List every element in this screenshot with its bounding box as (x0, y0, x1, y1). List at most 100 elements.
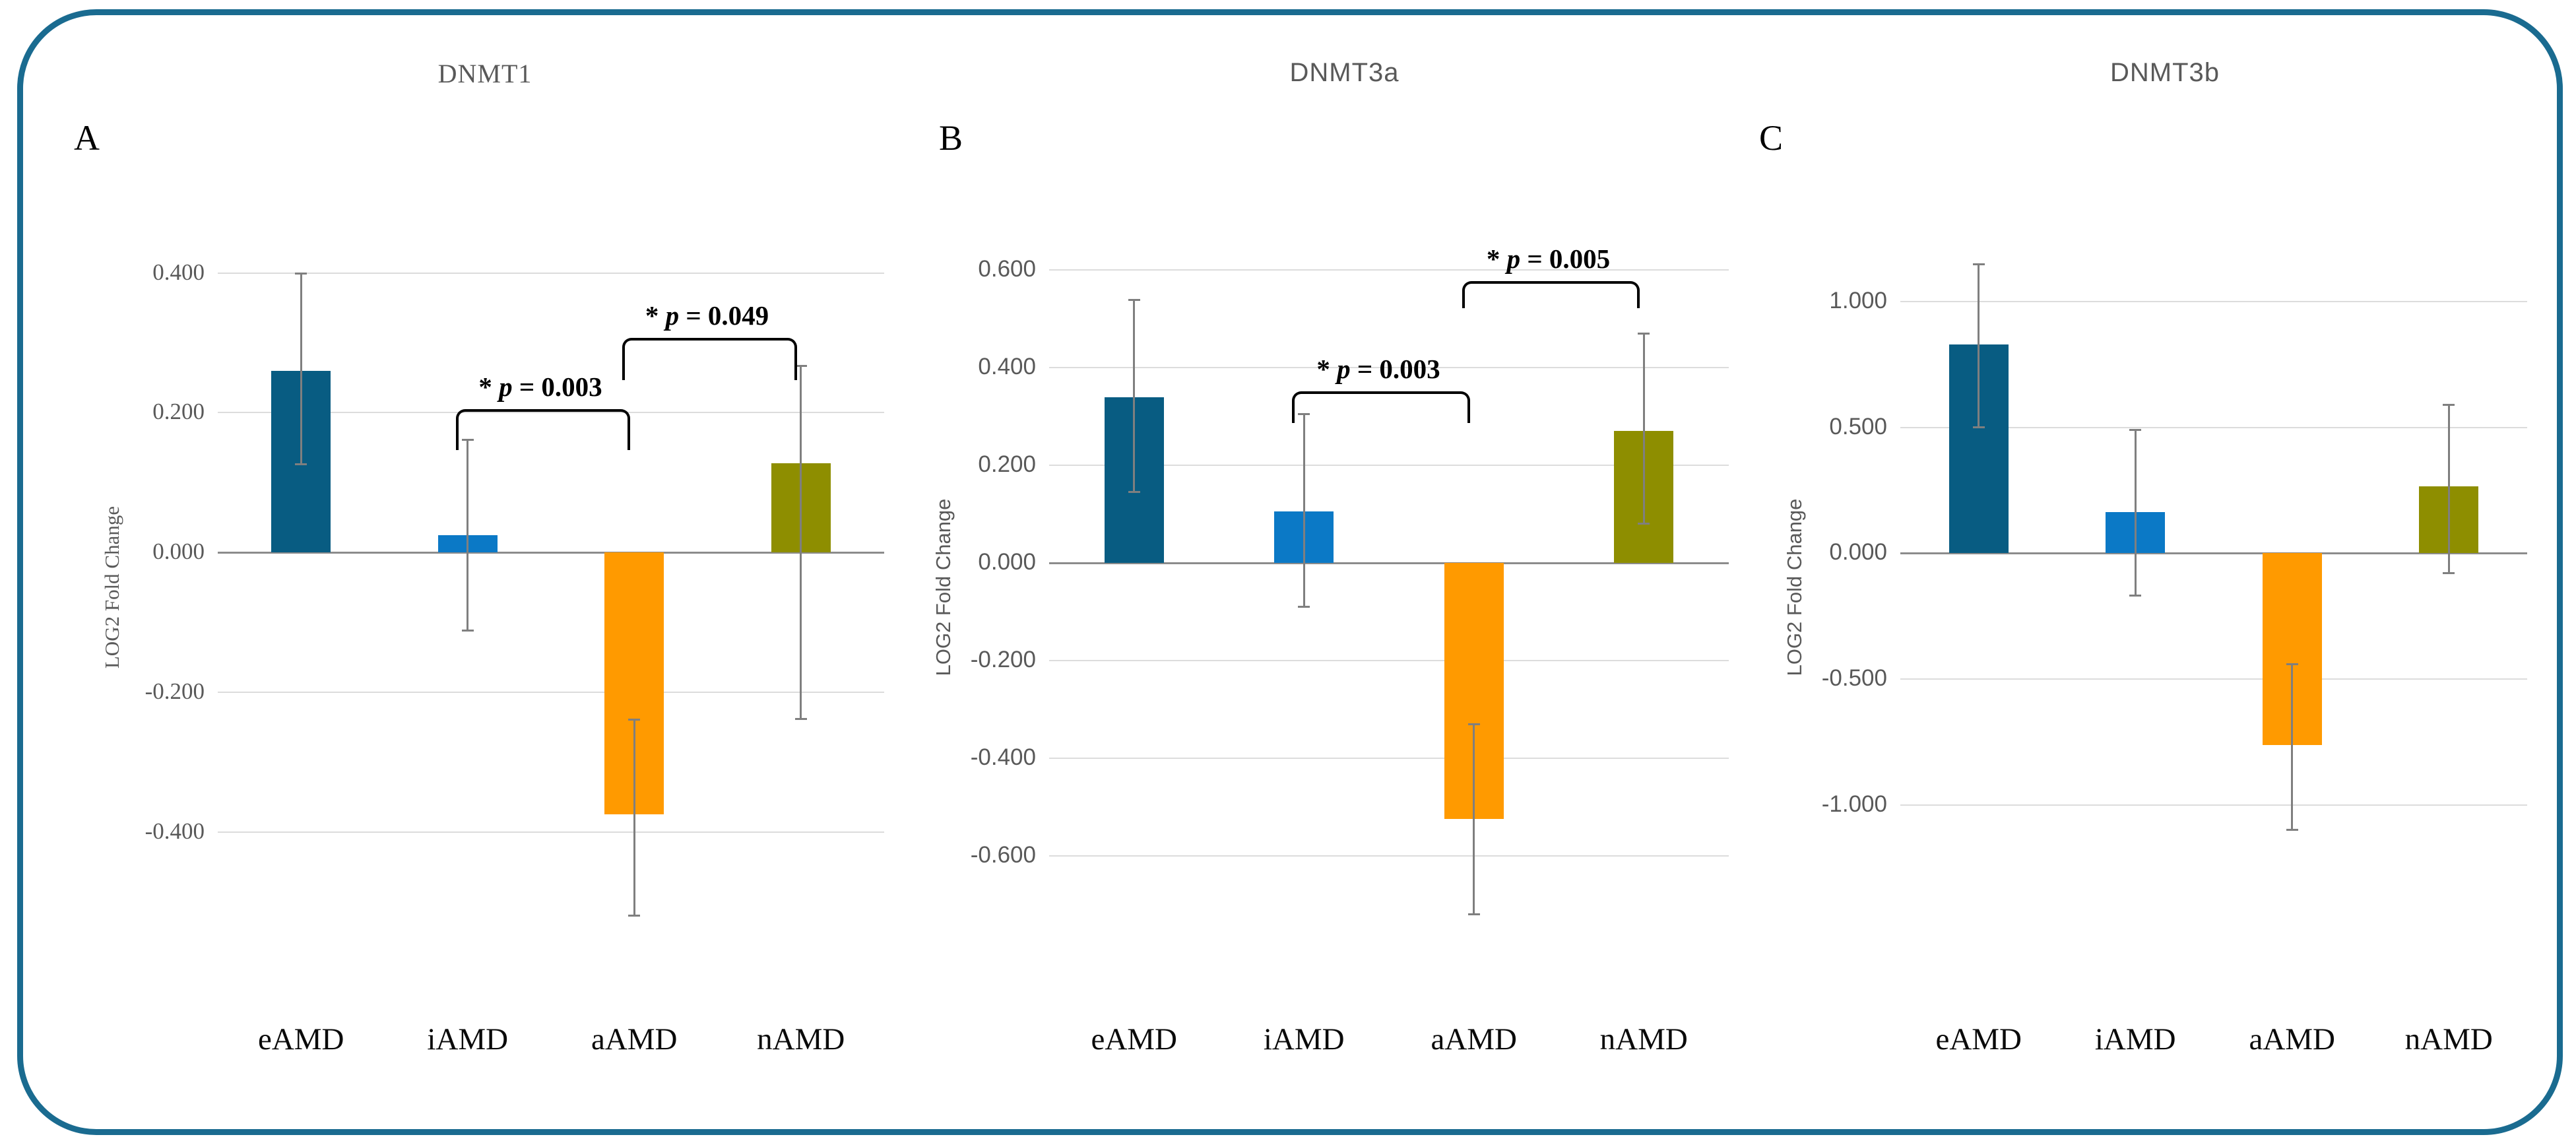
error-cap-top-iAMD (2129, 429, 2142, 432)
chart-panel-B: DNMT3a B LOG2 Fold Change 0.600 0.400 0.200 0.… (932, 0, 1755, 1139)
significance-star: * (478, 372, 492, 402)
significance-label-1: * p = 0.049 (536, 300, 879, 331)
chart-title: DNMT3a (1289, 58, 1400, 87)
significance-bracket-0 (1292, 391, 1470, 423)
tick-label: -0.400 (145, 818, 205, 844)
error-bar-iAMD (1303, 414, 1305, 607)
tick-label: -0.500 (1821, 665, 1887, 692)
error-cap-bottom-eAMD (1128, 490, 1140, 493)
error-cap-top-nAMD (1638, 333, 1650, 335)
error-cap-top-eAMD (295, 272, 307, 275)
panel-letter: B (939, 118, 963, 158)
chart-panel-C: DNMT3b C LOG2 Fold Change 1.000 0.500 0.000 -0… (1754, 0, 2576, 1139)
error-cap-top-aAMD (1467, 723, 1480, 726)
error-cap-bottom-nAMD (2443, 572, 2455, 574)
error-cap-top-iAMD (461, 438, 474, 441)
gridline (1900, 804, 2527, 806)
significance-value: = 0.005 (1527, 244, 1611, 275)
significance-label-0: * p = 0.003 (369, 371, 712, 403)
significance-bracket-1 (1462, 281, 1640, 309)
gridline (1900, 426, 2527, 428)
error-bar-eAMD (1133, 299, 1136, 492)
error-bar-nAMD (800, 366, 802, 720)
tick-label: 0.000 (978, 549, 1036, 575)
panel-letter: C (1759, 118, 1784, 158)
tick-label: 0.000 (152, 538, 205, 565)
tick-label: 0.400 (152, 259, 205, 285)
error-cap-top-aAMD (628, 719, 641, 721)
tick-label: 0.500 (1829, 413, 1887, 439)
error-cap-bottom-iAMD (461, 629, 474, 632)
tick-label: 1.000 (1829, 287, 1887, 313)
gridline (218, 831, 884, 833)
significance-star: * (1316, 353, 1330, 384)
category-label-aAMD: aAMD (591, 1022, 678, 1057)
error-bar-nAMD (1642, 333, 1645, 524)
tick-label: -0.400 (970, 744, 1036, 770)
y-axis-label: LOG2 Fold Change (1783, 498, 1806, 676)
tick-label: -1.000 (1821, 791, 1887, 818)
error-cap-bottom-eAMD (1972, 426, 1985, 428)
error-cap-top-nAMD (794, 365, 807, 368)
significance-value: = 0.003 (1357, 353, 1440, 384)
significance-star: * (645, 300, 659, 331)
gridline (218, 412, 884, 414)
chart-title: DNMT3b (2109, 58, 2220, 87)
zero-axis-line (1049, 562, 1729, 564)
error-bar-aAMD (2291, 664, 2294, 831)
significance-bracket-0 (455, 409, 631, 451)
category-label-iAMD: iAMD (2094, 1022, 2176, 1057)
gridline (1049, 855, 1729, 857)
error-bar-iAMD (2134, 430, 2137, 597)
tick-label: 0.600 (978, 256, 1036, 282)
category-label-eAMD: eAMD (257, 1022, 344, 1057)
category-label-nAMD: nAMD (2404, 1022, 2493, 1057)
gridline (1049, 269, 1729, 271)
error-bar-aAMD (633, 719, 635, 916)
y-axis-label: LOG2 Fold Change (100, 505, 123, 669)
error-cap-bottom-iAMD (2129, 595, 2142, 597)
tick-label: 0.200 (978, 451, 1036, 478)
panel-letter: A (74, 118, 100, 158)
tick-label: -0.200 (970, 646, 1036, 672)
error-bar-aAMD (1473, 724, 1475, 915)
tick-label: 0.000 (1829, 539, 1887, 566)
category-label-nAMD: nAMD (1599, 1022, 1688, 1057)
gridline (218, 691, 884, 693)
error-bar-eAMD (300, 273, 302, 465)
error-cap-bottom-nAMD (1638, 522, 1650, 525)
significance-variable: p (665, 300, 680, 331)
category-label-eAMD: eAMD (1091, 1022, 1178, 1057)
error-bar-nAMD (2447, 405, 2450, 573)
tick-label: 0.400 (978, 354, 1036, 380)
significance-value: = 0.003 (519, 372, 602, 402)
error-bar-iAMD (467, 439, 469, 631)
error-cap-top-eAMD (1972, 263, 1985, 265)
category-label-nAMD: nAMD (757, 1022, 845, 1057)
category-label-aAMD: aAMD (2249, 1022, 2336, 1057)
gridline (1049, 465, 1729, 467)
error-cap-bottom-iAMD (1298, 605, 1310, 608)
error-cap-bottom-aAMD (628, 914, 641, 917)
gridline (218, 272, 884, 274)
category-label-eAMD: eAMD (1935, 1022, 2022, 1057)
chart-panel-A: DNMT1 A LOG2 Fold Change 0.400 0.200 0.000 -0.… (73, 0, 897, 1139)
zero-axis-line (218, 552, 884, 554)
significance-label-0: * p = 0.003 (1207, 353, 1550, 385)
error-cap-top-eAMD (1128, 298, 1140, 301)
significance-value: = 0.049 (686, 300, 769, 331)
category-label-iAMD: iAMD (1263, 1022, 1345, 1057)
error-cap-bottom-nAMD (794, 718, 807, 721)
error-cap-top-aAMD (2286, 663, 2298, 666)
error-cap-bottom-aAMD (1467, 913, 1480, 915)
significance-star: * (1486, 244, 1500, 275)
significance-bracket-1 (622, 338, 797, 381)
gridline (1900, 678, 2527, 680)
gridline (1049, 757, 1729, 759)
gridline (1049, 659, 1729, 661)
significance-variable: p (1337, 353, 1351, 384)
tick-label: -0.600 (970, 841, 1036, 868)
error-cap-top-nAMD (2443, 404, 2455, 407)
error-bar-eAMD (1978, 263, 1980, 428)
error-cap-bottom-aAMD (2286, 829, 2298, 831)
